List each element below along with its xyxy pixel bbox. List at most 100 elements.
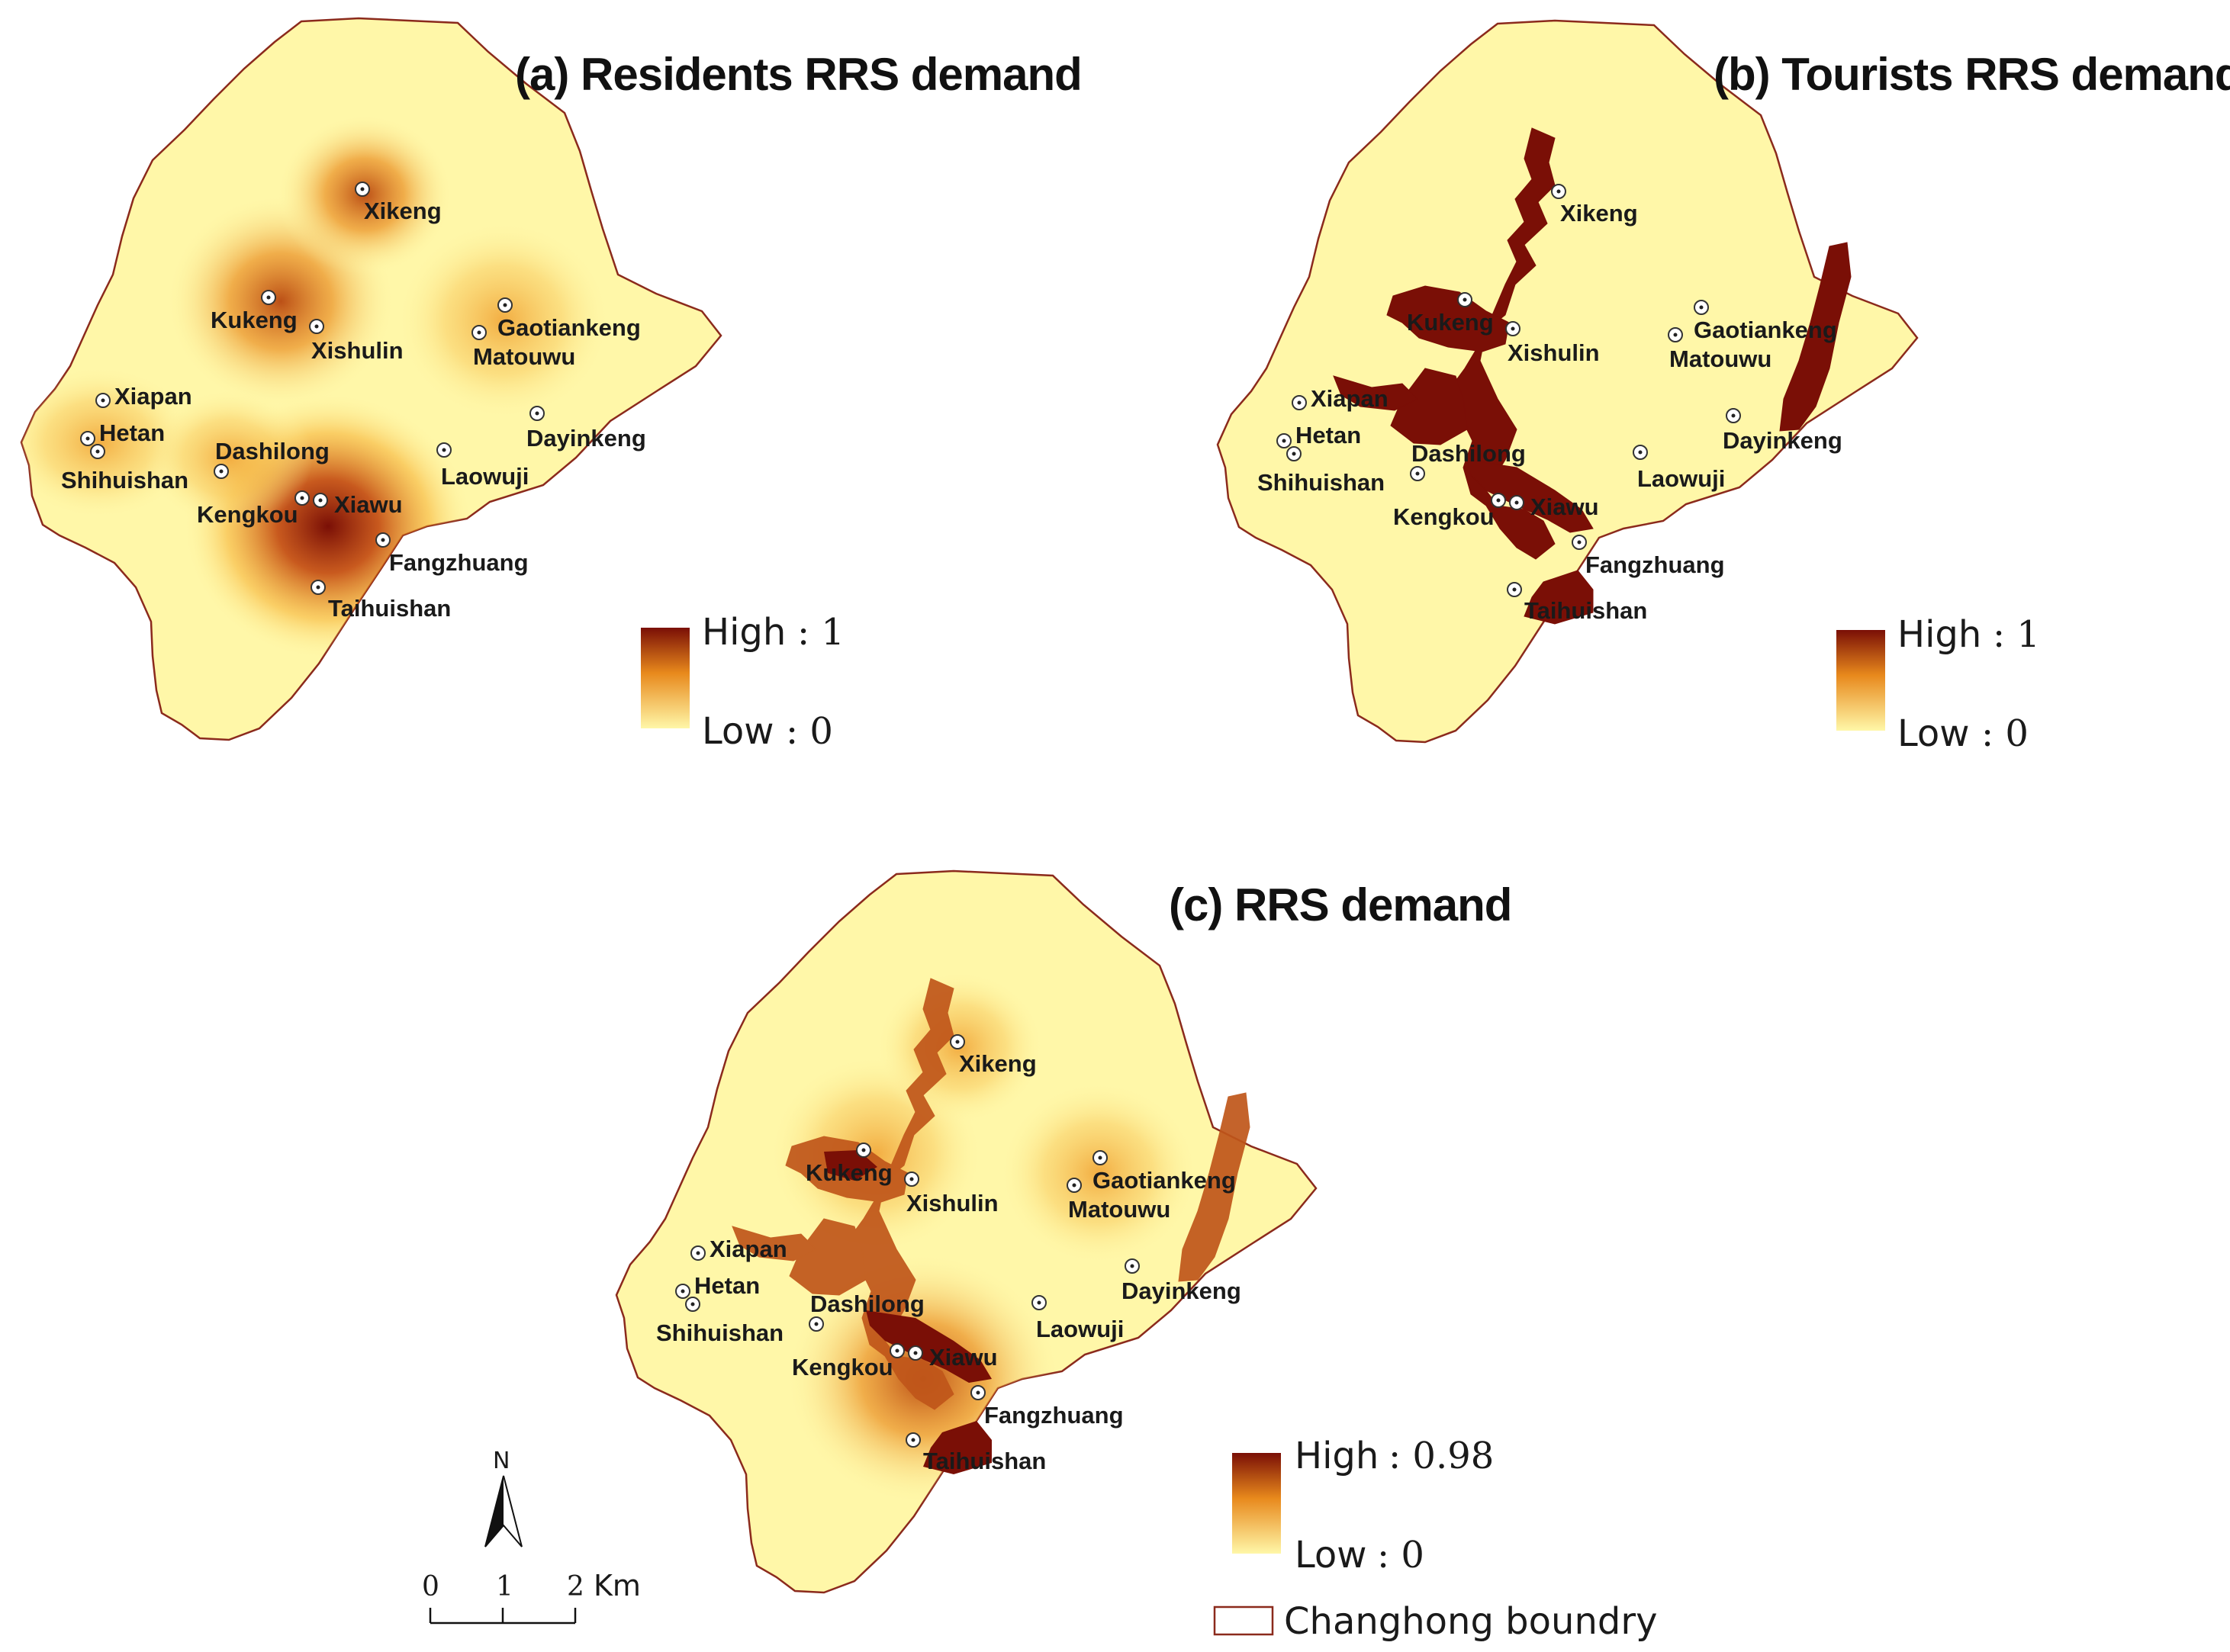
- panel-c-site-label-shihuishan: Shihuishan: [656, 1319, 784, 1346]
- panel-b-site-label-laowuji: Laowuji: [1637, 465, 1725, 492]
- panel-c-site-label-fangzhuang: Fangzhuang: [984, 1402, 1124, 1429]
- panel-b: Xikeng Kukeng Xishulin Gaotiankeng Matouwu Xi…: [1216, 19, 2230, 755]
- boundary-legend-label: Changhong boundry: [1284, 1600, 1657, 1643]
- panel-b-site-label-xiapan: Xiapan: [1311, 385, 1389, 412]
- north-arrow-fill: [485, 1476, 504, 1547]
- scale-bar-label-0: 0: [422, 1571, 439, 1602]
- panel-c-site-marker-center-xiapan: [696, 1251, 700, 1255]
- panel-a-site-label-xikeng: Xikeng: [364, 198, 442, 224]
- panel-a-site-marker-center-taihuishan: [316, 585, 320, 590]
- scale-bar-unit: Km: [594, 1569, 641, 1602]
- boundary-legend: Changhong boundry: [1213, 1600, 1657, 1643]
- panel-c-site-label-xiawu: Xiawu: [929, 1344, 998, 1371]
- north-arrow: N: [484, 1448, 523, 1548]
- panel-a-map: [20, 17, 722, 741]
- panel-b-site-label-shihuishan: Shihuishan: [1257, 469, 1385, 496]
- panel-a-site-label-xishulin: Xishulin: [311, 337, 404, 364]
- panel-c-site-marker-center-hetan: [681, 1289, 685, 1294]
- panel-a-site-marker-center-kukeng: [266, 295, 271, 300]
- panel-c-site-label-matouwu: Matouwu: [1068, 1196, 1170, 1223]
- panel-a-site-label-laowuji: Laowuji: [441, 463, 529, 490]
- panel-c-site-label-gaotiankeng: Gaotiankeng: [1092, 1167, 1236, 1194]
- panel-b-sites: Xikeng Kukeng Xishulin Gaotiankeng Matouwu Xi…: [1257, 184, 1842, 624]
- panel-a-site-label-dashilong: Dashilong: [215, 438, 330, 464]
- panel-a-site-marker-center-hetan: [85, 436, 90, 441]
- panel-c-legend: High : 0.98 Low : 0: [1232, 1435, 1494, 1576]
- panel-c-site-label-kengkou: Kengkou: [792, 1354, 893, 1380]
- scale-bar: 0 1 2 Km: [422, 1569, 641, 1625]
- panel-a-site-label-dayinkeng: Dayinkeng: [526, 425, 646, 452]
- panel-c-site-label-xiapan: Xiapan: [710, 1236, 787, 1262]
- panel-c-site-marker-center-kengkou: [895, 1348, 899, 1353]
- panel-c-site-marker-center-fangzhuang: [976, 1390, 980, 1395]
- panel-a-site-marker-center-gaotiankeng: [503, 303, 507, 307]
- panel-b-site-label-xishulin: Xishulin: [1508, 339, 1600, 366]
- boundary-legend-swatch: [1213, 1605, 1274, 1636]
- panel-b-site-marker-center-xiawu: [1514, 500, 1519, 505]
- panel-b-site-label-dayinkeng: Dayinkeng: [1723, 427, 1842, 454]
- panel-a-site-marker-center-shihuishan: [95, 449, 100, 454]
- panel-b-site-marker-center-fangzhuang: [1577, 540, 1582, 545]
- panel-b-site-marker-center-xikeng: [1556, 189, 1561, 194]
- panel-b-site-label-kengkou: Kengkou: [1393, 503, 1495, 530]
- panel-c-site-marker-center-shihuishan: [690, 1302, 695, 1306]
- panel-b-title: (b) Tourists RRS demand: [1714, 49, 2230, 100]
- panel-c-corridors: [732, 978, 1250, 1410]
- panel-b-legend-low-label: Low: [1897, 712, 1970, 755]
- panel-c-site-marker-center-dayinkeng: [1130, 1264, 1134, 1268]
- panel-b-site-marker-center-xishulin: [1511, 326, 1515, 331]
- panel-a-site-marker-center-matouwu: [477, 330, 481, 335]
- panel-a-site-marker-center-xikeng: [360, 187, 365, 191]
- panel-b-site-marker-center-xiapan: [1297, 400, 1302, 405]
- panel-a-site-label-hetan: Hetan: [99, 419, 165, 446]
- panel-c-site-marker-center-kukeng: [861, 1148, 866, 1152]
- panel-b-legend-low-value: : 0: [1981, 712, 2029, 755]
- panel-b-legend-ramp: [1836, 630, 1885, 731]
- panel-b-site-label-xiawu: Xiawu: [1530, 493, 1599, 520]
- panel-c-site-marker-center-gaotiankeng: [1098, 1155, 1102, 1160]
- panel-a-title: (a) Residents RRS demand: [515, 49, 1082, 100]
- panel-c-site-label-kukeng: Kukeng: [806, 1159, 893, 1186]
- panel-c-legend-high-label: High: [1295, 1435, 1379, 1477]
- panel-a-site-marker-center-xiawu: [318, 498, 323, 503]
- panel-b-map: [1216, 19, 1919, 744]
- panel-a-site-label-kukeng: Kukeng: [211, 307, 298, 333]
- panel-b-site-marker-center-hetan: [1282, 439, 1286, 443]
- panel-b-site-marker-center-laowuji: [1638, 450, 1643, 455]
- panel-c-site-marker-center-xikeng: [955, 1040, 960, 1044]
- panel-b-site-marker-center-taihuishan: [1512, 587, 1517, 592]
- panel-a-site-marker-center-kengkou: [300, 496, 304, 500]
- panel-a-site-label-xiawu: Xiawu: [334, 491, 403, 518]
- panel-b-site-label-dashilong: Dashilong: [1411, 440, 1526, 467]
- panel-b-site-label-gaotiankeng: Gaotiankeng: [1694, 317, 1837, 343]
- panel-b-site-marker-center-dayinkeng: [1731, 413, 1736, 418]
- panel-c-site-label-taihuishan: Taihuishan: [923, 1448, 1046, 1474]
- panel-c-site-label-dayinkeng: Dayinkeng: [1121, 1278, 1241, 1304]
- panel-a-site-marker-center-xiapan: [101, 398, 105, 403]
- north-arrow-label: N: [493, 1448, 510, 1474]
- panel-c-title: (c) RRS demand: [1169, 879, 1511, 930]
- panel-c-site-label-dashilong: Dashilong: [810, 1290, 925, 1317]
- panel-b-site-marker-center-dashilong: [1415, 471, 1420, 476]
- panel-b-legend-high-value: : 1: [1993, 613, 2040, 656]
- panel-a-site-label-fangzhuang: Fangzhuang: [389, 549, 529, 576]
- panel-a-site-marker-center-xishulin: [314, 324, 319, 329]
- panel-c-legend-low-value: : 0: [1377, 1534, 1424, 1576]
- scale-bar-label-2: 2: [567, 1571, 584, 1602]
- panel-a-legend: High : 1 Low : 0: [641, 611, 845, 753]
- panel-a-site-label-taihuishan: Taihuishan: [328, 595, 451, 622]
- panel-c-site-marker-center-taihuishan: [911, 1438, 915, 1442]
- panel-a-legend-high-label: High: [702, 611, 786, 654]
- panel-b-site-label-taihuishan: Taihuishan: [1524, 597, 1647, 624]
- panel-a-site-marker-center-fangzhuang: [381, 538, 385, 542]
- panel-c-site-marker-center-xishulin: [909, 1177, 914, 1181]
- panel-a-site-label-xiapan: Xiapan: [114, 383, 192, 410]
- scale-bar-label-1: 1: [496, 1571, 513, 1602]
- panel-c-site-label-xikeng: Xikeng: [959, 1050, 1037, 1077]
- panel-b-site-marker-center-shihuishan: [1292, 452, 1296, 456]
- panel-b-site-label-hetan: Hetan: [1295, 422, 1361, 448]
